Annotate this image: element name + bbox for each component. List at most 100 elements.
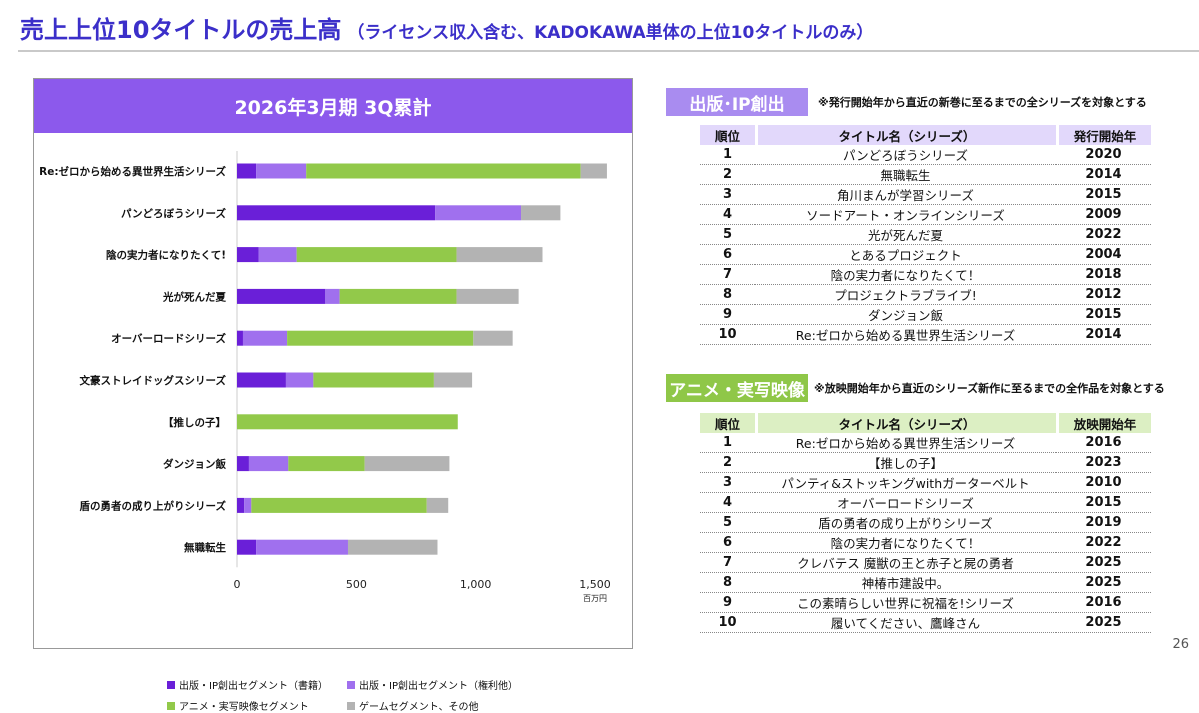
category-label: オーバーロードシリーズ xyxy=(111,332,226,345)
sales-chart-panel: 2026年3月期 3Q累計 Re:ゼロから始める異世界生活シリーズ パンどろぼうシ… xyxy=(33,78,633,713)
year-cell: 2025 xyxy=(1056,573,1151,593)
table-row: 2 無職転生 2014 xyxy=(700,165,1151,185)
category-label: 文豪ストレイドッグスシリーズ xyxy=(79,374,227,387)
rank-cell: 3 xyxy=(700,473,755,493)
table-row: 2 【推しの子】 2023 xyxy=(700,453,1151,473)
title-cell: 履いてください、鷹峰さん xyxy=(755,613,1056,633)
table-header-row: 順位 タイトル名（シリーズ） 発行開始年 xyxy=(700,125,1151,145)
rank-cell: 1 xyxy=(700,433,755,453)
rank-cell: 8 xyxy=(700,285,755,305)
bar-segment xyxy=(306,163,581,179)
bar-segment xyxy=(237,163,257,179)
legend-item: ゲームセグメント、その他 xyxy=(347,698,479,713)
bar-segment xyxy=(325,288,340,304)
page-number: 26 xyxy=(1172,637,1189,652)
bar-segment xyxy=(248,456,289,472)
title-cell: この素晴らしい世界に祝福を!シリーズ xyxy=(755,593,1056,613)
category-label: ダンジョン飯 xyxy=(163,458,226,471)
publishing-note: ※発行開始年から直近の新巻に至るまでの全シリーズを対象とする xyxy=(818,96,1147,109)
bar-segment xyxy=(296,247,457,263)
legend-swatch xyxy=(347,701,355,710)
rank-cell: 1 xyxy=(700,145,755,165)
title-cell: 盾の勇者の成り上がりシリーズ xyxy=(755,513,1056,533)
bar-segment xyxy=(256,539,348,555)
table-row: 1 Re:ゼロから始める異世界生活シリーズ 2016 xyxy=(700,433,1151,453)
anime-section-tag: アニメ・実写映像 xyxy=(666,374,808,402)
legend-label: 出版・IP創出セグメント（権利他） xyxy=(359,681,518,692)
rank-cell: 5 xyxy=(700,225,755,245)
title-cell: ダンジョン飯 xyxy=(755,305,1056,325)
bar-segment xyxy=(426,497,449,513)
bar-segment xyxy=(237,205,436,221)
year-cell: 2004 xyxy=(1056,245,1151,265)
stacked-bar-chart: Re:ゼロから始める異世界生活シリーズパンどろぼうシリーズ陰の実力者になりたくて… xyxy=(39,151,611,603)
legend-swatch xyxy=(167,701,175,710)
category-label: 無職転生 xyxy=(184,541,226,554)
year-cell: 2015 xyxy=(1056,185,1151,205)
x-tick-label: 0 xyxy=(234,578,241,591)
header-rank: 順位 xyxy=(700,125,755,145)
bar-segment xyxy=(287,330,474,346)
rank-cell: 6 xyxy=(700,533,755,553)
bar-segment xyxy=(237,247,259,263)
anime-ranking-table: 順位 タイトル名（シリーズ） 放映開始年 1 Re:ゼロから始める異世界生活シリー… xyxy=(700,413,1151,633)
bar-segment xyxy=(433,372,473,388)
rank-cell: 4 xyxy=(700,205,755,225)
table-row: 6 とあるプロジェクト 2004 xyxy=(700,245,1151,265)
bar-segment xyxy=(237,414,458,430)
year-cell: 2022 xyxy=(1056,533,1151,553)
rank-cell: 7 xyxy=(700,553,755,573)
title-cell: Re:ゼロから始める異世界生活シリーズ xyxy=(755,433,1056,453)
header-title: タイトル名（シリーズ） xyxy=(755,413,1056,433)
table-row: 5 盾の勇者の成り上がりシリーズ 2019 xyxy=(700,513,1151,533)
rank-cell: 6 xyxy=(700,245,755,265)
table-header-row: 順位 タイトル名（シリーズ） 放映開始年 xyxy=(700,413,1151,433)
table-row: 4 ソードアート・オンラインシリーズ 2009 xyxy=(700,205,1151,225)
x-tick-label: 1,500 xyxy=(579,578,611,591)
slide-title: 売上上位10タイトルの売上高 （ライセンス収入含む、KADOKAWA単体の上位10… xyxy=(20,10,873,45)
table-row: 10 Re:ゼロから始める異世界生活シリーズ 2014 xyxy=(700,325,1151,345)
table-row: 9 ダンジョン飯 2015 xyxy=(700,305,1151,325)
year-cell: 2014 xyxy=(1056,165,1151,185)
year-cell: 2020 xyxy=(1056,145,1151,165)
rank-cell: 5 xyxy=(700,513,755,533)
bar-segment xyxy=(237,330,243,346)
legend-swatch xyxy=(167,680,175,689)
bar-segment xyxy=(364,456,450,472)
title-cell: パンティ&ストッキングwithガーターベルト xyxy=(755,473,1056,493)
bar-segment xyxy=(456,247,543,263)
year-cell: 2016 xyxy=(1056,593,1151,613)
bar-segment xyxy=(339,288,457,304)
rank-cell: 9 xyxy=(700,305,755,325)
category-label: Re:ゼロから始める異世界生活シリーズ xyxy=(39,165,226,178)
header-title: タイトル名（シリーズ） xyxy=(755,125,1056,145)
publishing-ranking-table: 順位 タイトル名（シリーズ） 発行開始年 1 パンどろぼうシリーズ 2020 2 無職転… xyxy=(700,125,1151,345)
x-tick-label: 1,000 xyxy=(460,578,492,591)
bar-segment xyxy=(313,372,434,388)
chart-title: 2026年3月期 3Q累計 xyxy=(34,79,632,133)
bar-segment xyxy=(244,497,252,513)
year-cell: 2025 xyxy=(1056,553,1151,573)
header-start-year: 放映開始年 xyxy=(1056,413,1151,433)
x-unit-label: 百万円 xyxy=(583,594,607,603)
x-tick-label: 500 xyxy=(346,578,367,591)
rank-cell: 3 xyxy=(700,185,755,205)
legend-label: 出版・IP創出セグメント（書籍） xyxy=(179,681,328,692)
title-cell: ソードアート・オンラインシリーズ xyxy=(755,205,1056,225)
title-cell: クレバテス 魔獣の王と赤子と屍の勇者 xyxy=(755,553,1056,573)
year-cell: 2009 xyxy=(1056,205,1151,225)
year-cell: 2022 xyxy=(1056,225,1151,245)
header-rank: 順位 xyxy=(700,413,755,433)
rank-cell: 9 xyxy=(700,593,755,613)
category-label: 光が死んだ夏 xyxy=(162,290,226,303)
legend-label: アニメ・実写映像セグメント xyxy=(179,702,309,713)
legend-label: ゲームセグメント、その他 xyxy=(359,702,479,713)
title-cell: オーバーロードシリーズ xyxy=(755,493,1056,513)
table-row: 7 クレバテス 魔獣の王と赤子と屍の勇者 2025 xyxy=(700,553,1151,573)
title-cell: とあるプロジェクト xyxy=(755,245,1056,265)
rank-cell: 10 xyxy=(700,325,755,345)
title-cell: 光が死んだ夏 xyxy=(755,225,1056,245)
bar-segment xyxy=(242,330,288,346)
title-cell: 神椿市建設中。 xyxy=(755,573,1056,593)
bar-segment xyxy=(521,205,561,221)
